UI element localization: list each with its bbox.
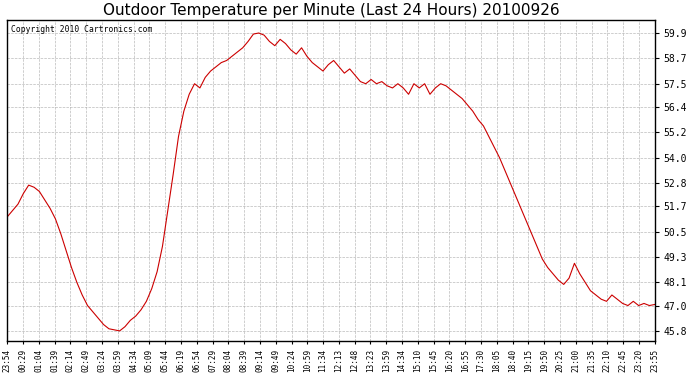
Text: Copyright 2010 Cartronics.com: Copyright 2010 Cartronics.com xyxy=(10,25,152,34)
Title: Outdoor Temperature per Minute (Last 24 Hours) 20100926: Outdoor Temperature per Minute (Last 24 … xyxy=(103,3,560,18)
